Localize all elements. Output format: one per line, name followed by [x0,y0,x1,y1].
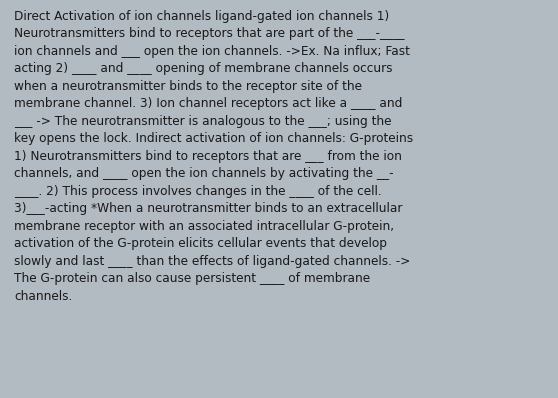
Text: Direct Activation of ion channels ligand-gated ion channels 1)
Neurotransmitters: Direct Activation of ion channels ligand… [14,10,413,303]
